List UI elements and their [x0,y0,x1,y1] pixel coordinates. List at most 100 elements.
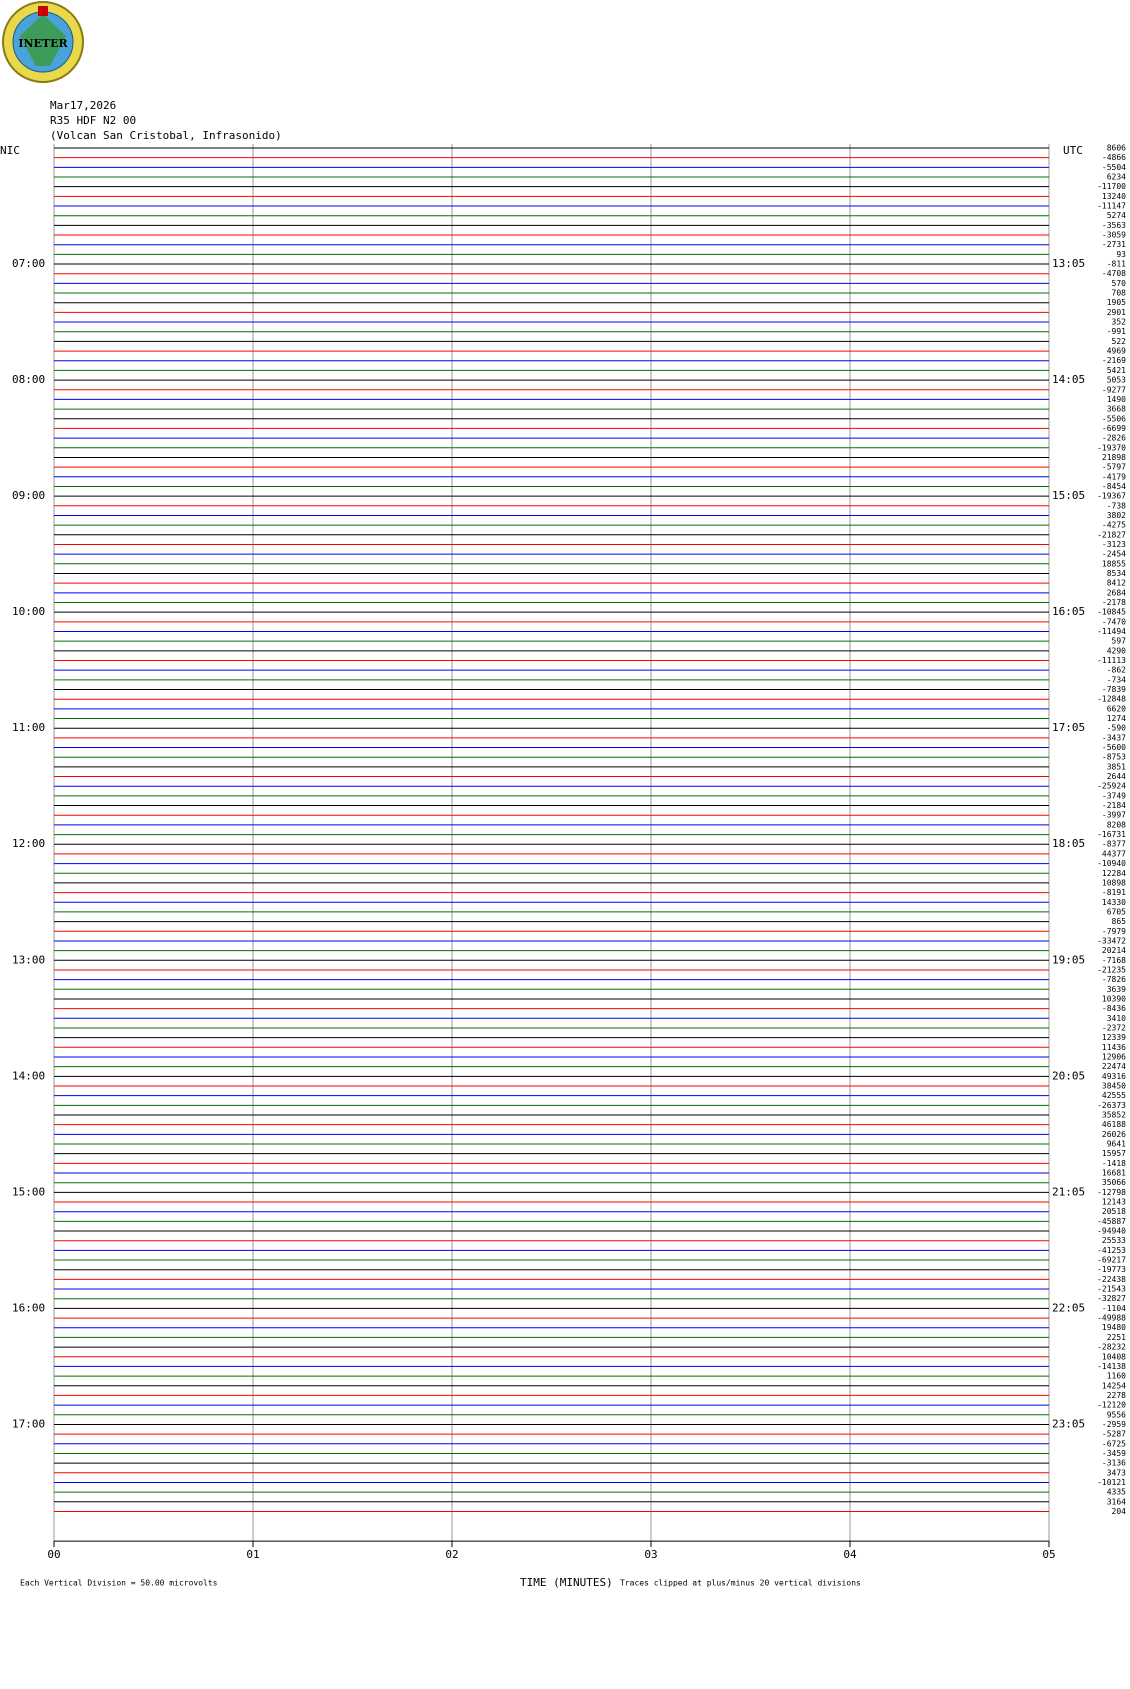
offset-label: -32827 [1097,1294,1126,1303]
scale-note: Each Vertical Division = 50.00 microvolt… [20,1579,218,1588]
offset-label: -3459 [1102,1449,1126,1458]
offset-label: -7979 [1102,927,1126,936]
offset-label: -12848 [1097,695,1126,704]
offset-label: -11113 [1097,656,1126,665]
offset-label: 3851 [1107,762,1126,771]
offset-label: 35066 [1102,1178,1126,1187]
right-hour: 15:05 [1052,489,1085,502]
offset-label: -11494 [1097,627,1126,636]
offset-label: 3639 [1107,985,1126,994]
left-hour: 07:00 [12,257,45,270]
offset-label: 8208 [1107,820,1126,829]
offset-label: 42555 [1102,1091,1126,1100]
offset-label: -734 [1107,675,1126,684]
offset-label: 2644 [1107,772,1126,781]
offset-label: 22474 [1102,1062,1126,1071]
offset-label: 14254 [1102,1381,1126,1390]
left-hour: 09:00 [12,489,45,502]
right-hour: 19:05 [1052,953,1085,966]
offset-label: -991 [1107,327,1126,336]
offset-label: -7168 [1102,956,1126,965]
right-zone: UTC [1063,144,1083,157]
offset-label: -7826 [1102,975,1126,984]
offset-label: -11147 [1097,202,1126,211]
offset-label: 93 [1116,250,1126,259]
offset-label: 3164 [1107,1497,1126,1506]
offset-label: -3437 [1102,733,1126,742]
offset-label: -26373 [1097,1101,1126,1110]
offset-label: 19480 [1102,1323,1126,1332]
offset-label: 3668 [1107,405,1126,414]
left-hour: 13:00 [12,953,45,966]
offset-label: 12143 [1102,1198,1126,1207]
offset-label: -6725 [1102,1439,1126,1448]
offset-label: -5600 [1102,743,1126,752]
offset-label: 1160 [1107,1372,1126,1381]
offset-label: -6699 [1102,424,1126,433]
offset-label: -3997 [1102,811,1126,820]
offset-label: -10845 [1097,608,1126,617]
offset-label: -21235 [1097,965,1126,974]
offset-label: 10898 [1102,878,1126,887]
offset-label: -3059 [1102,231,1126,240]
left-hour: 16:00 [12,1301,45,1314]
offset-label: 12284 [1102,869,1126,878]
left-hour: 15:00 [12,1185,45,1198]
offset-label: -7839 [1102,685,1126,694]
offset-label: -5506 [1102,414,1126,423]
offset-label: 10408 [1102,1352,1126,1361]
offset-label: 1490 [1107,395,1126,404]
offset-label: 12339 [1102,1033,1126,1042]
offset-label: 14330 [1102,898,1126,907]
left-hour: 08:00 [12,373,45,386]
offset-label: 3802 [1107,511,1126,520]
offset-label: -94940 [1097,1227,1126,1236]
offset-label: 35852 [1102,1111,1126,1120]
left-hour: 10:00 [12,605,45,618]
offset-label: -45887 [1097,1217,1126,1226]
offset-label: -4179 [1102,472,1126,481]
offset-label: -3123 [1102,540,1126,549]
offset-label: 9641 [1107,1140,1126,1149]
offset-label: -3563 [1102,221,1126,230]
offset-label: -3136 [1102,1459,1126,1468]
logo: INETER [2,1,84,83]
right-hour: 23:05 [1052,1417,1085,1430]
offset-label: -11700 [1097,182,1126,191]
offset-label: -41253 [1097,1246,1126,1255]
offset-label: -4866 [1102,153,1126,162]
offset-label: -2372 [1102,1023,1126,1032]
offset-label: 4335 [1107,1488,1126,1497]
offset-label: -9277 [1102,385,1126,394]
offset-label: -4708 [1102,269,1126,278]
offset-label: -16731 [1097,830,1126,839]
offset-label: 352 [1112,318,1127,327]
offset-label: -22438 [1097,1275,1126,1284]
offset-label: 2684 [1107,588,1126,597]
offset-label: 3473 [1107,1468,1126,1477]
right-hour: 13:05 [1052,257,1085,270]
offset-label: -12798 [1097,1188,1126,1197]
offset-label: -19367 [1097,492,1126,501]
offset-label: 49316 [1102,1072,1126,1081]
offset-label: 8534 [1107,569,1126,578]
offset-label: 2901 [1107,308,1126,317]
x-tick-label: 05 [1042,1548,1055,1561]
offset-label: 865 [1112,917,1127,926]
offset-label: 597 [1112,637,1127,646]
offset-label: 204 [1112,1507,1127,1516]
offset-label: 5421 [1107,366,1126,375]
right-hour: 20:05 [1052,1069,1085,1082]
logo-text: INETER [18,37,68,50]
offset-label: -21827 [1097,530,1126,539]
offset-label: -28232 [1097,1343,1126,1352]
right-hour: 18:05 [1052,837,1085,850]
offset-label: -21543 [1097,1285,1126,1294]
offset-label: 13240 [1102,192,1126,201]
offset-label: -7470 [1102,617,1126,626]
offset-label: -811 [1107,260,1126,269]
left-hour: 14:00 [12,1069,45,1082]
right-hour: 21:05 [1052,1185,1085,1198]
offset-label: 11436 [1102,1043,1126,1052]
